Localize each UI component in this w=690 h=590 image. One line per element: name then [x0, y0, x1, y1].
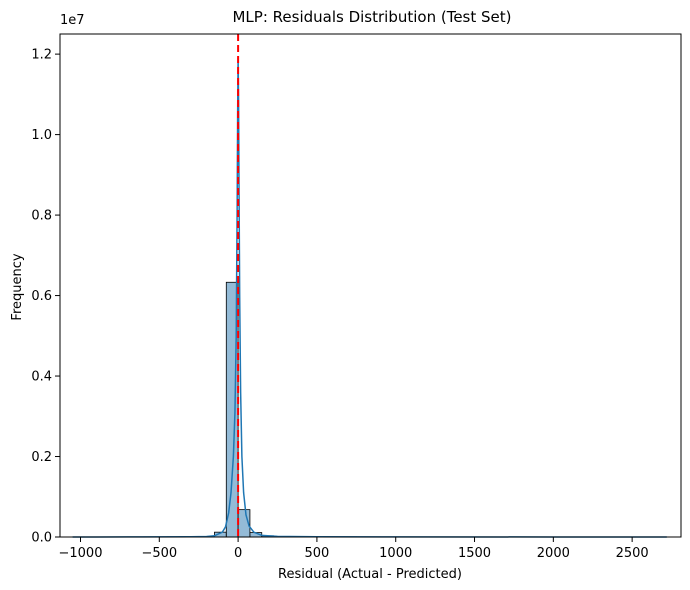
- y-tick-label: 0.0: [31, 531, 52, 546]
- y-tick-label: 1.2: [31, 48, 52, 63]
- y-tick-label: 0.8: [31, 209, 52, 224]
- y-tick-label: 0.6: [31, 289, 52, 304]
- plot-frame: [59, 33, 682, 538]
- x-tick-label: 0: [234, 546, 242, 561]
- y-tick-label: 1.0: [31, 128, 52, 143]
- x-tick-label: 1500: [458, 546, 491, 561]
- x-axis-label: Residual (Actual - Predicted): [278, 567, 462, 582]
- y-tick-label: 0.4: [31, 370, 52, 385]
- y-multiplier-label: 1e7: [60, 13, 85, 28]
- y-axis-label: Frequency: [10, 253, 25, 320]
- x-tick-label: 2000: [537, 546, 570, 561]
- x-tick-label: 500: [304, 546, 329, 561]
- x-tick-label: −500: [141, 546, 177, 561]
- x-axis-ticks: −1000 −500 0 500 1000 1500 2000 2500: [58, 537, 649, 561]
- chart-title: MLP: Residuals Distribution (Test Set): [232, 8, 511, 26]
- x-tick-label: 2500: [616, 546, 649, 561]
- plot-area: [59, 33, 682, 538]
- plot-background: [60, 34, 681, 537]
- x-tick-label: −1000: [58, 546, 102, 561]
- y-axis-ticks: 0.0 0.2 0.4 0.6 0.8 1.0 1.2: [31, 48, 60, 546]
- y-tick-label: 0.2: [31, 450, 52, 465]
- x-tick-label: 1000: [379, 546, 412, 561]
